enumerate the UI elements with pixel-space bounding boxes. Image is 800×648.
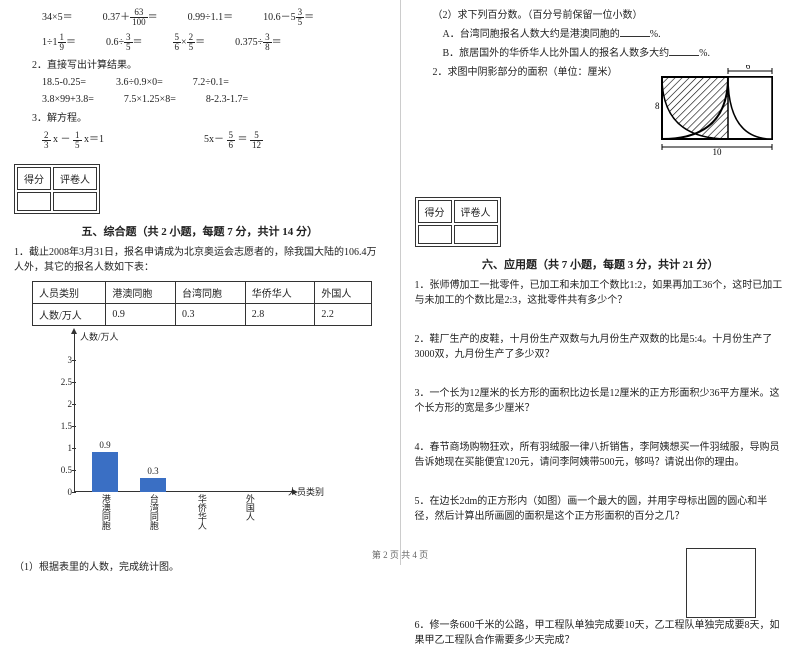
equation: 7.2÷0.1= (193, 77, 229, 88)
y-tick-label: 2.5 (46, 377, 72, 387)
grader-label: 评卷人 (454, 200, 498, 223)
grader-label: 评卷人 (53, 167, 97, 190)
x-axis-title: 人员类别 (288, 485, 324, 498)
app-question: 2．鞋厂生产的皮鞋，十月份生产双数与九月份生产双数的比是5:4。十月份生产了30… (415, 332, 787, 362)
y-tick-label: 2 (46, 399, 72, 409)
table-header: 外国人 (315, 281, 372, 303)
equation: 0.99÷1.1＝ (188, 8, 234, 27)
q2-title: 2．直接写出计算结果。 (14, 58, 386, 73)
y-tick-label: 1.5 (46, 421, 72, 431)
q3-title: 3．解方程。 (14, 111, 386, 126)
table-cell: 2.2 (315, 303, 372, 325)
bar-value-label: 0.3 (140, 466, 166, 476)
category-label: 台湾同胞 (148, 494, 158, 538)
equation: 0.375÷38＝ (235, 33, 282, 52)
row-label: 人数/万人 (33, 303, 106, 325)
score-box: 得分 评卷人 (14, 164, 100, 214)
page-footer: 第 2 页 共 4 页 (0, 548, 800, 561)
equation: 56×25＝ (173, 33, 206, 52)
app-question: 6．修一条600千米的公路，甲工程队单独完成要10天，乙工程队单独完成要8天，如… (415, 618, 787, 648)
equation: 1÷119＝ (42, 33, 76, 52)
y-arrow-icon (71, 328, 77, 334)
table-cell: 0.9 (106, 303, 176, 325)
score-label: 得分 (418, 200, 452, 223)
table-cell: 2.8 (245, 303, 315, 325)
q1-2b: B．旅居国外的华侨华人比外国人的报名人数多大约%. (415, 46, 787, 61)
y-axis-title: 人数/万人 (80, 330, 119, 343)
table-header: 人员类别 (33, 281, 106, 303)
q1-2: （2）求下列百分数。（百分号前保留一位小数） (415, 8, 787, 23)
bar-value-label: 0.9 (92, 440, 118, 450)
category-label: 外国人 (244, 494, 254, 538)
equation: 3.6÷0.9×0= (116, 77, 163, 88)
equation: 10.6－535＝ (263, 8, 314, 27)
right-column: （2）求下列百分数。（百分号前保留一位小数） A．台湾同胞报名人数大约是港澳同胞… (401, 0, 800, 565)
q1-2a: A．台湾同胞报名人数大约是港澳同胞的%. (415, 27, 787, 42)
chart-bar (140, 478, 166, 492)
equation: 3.8×99+3.8= (42, 94, 94, 105)
shaded-figure: 6 10 8 (652, 65, 782, 155)
score-box-right: 得分 评卷人 (415, 197, 501, 247)
equation: 7.5×1.25×8= (124, 94, 176, 105)
data-table: 人员类别港澳同胞台湾同胞华侨华人外国人 人数/万人0.90.32.82.2 (32, 281, 372, 326)
equation: 18.5-0.25= (42, 77, 86, 88)
y-axis (74, 332, 75, 492)
equation: 0.6÷35＝ (106, 33, 143, 52)
y-tick-label: 0.5 (46, 465, 72, 475)
section6-title: 六、应用题（共 7 小题，每题 3 分，共计 21 分） (415, 256, 787, 272)
bar-chart: 人数/万人 人员类别 00.511.522.53 0.9港澳同胞0.3台湾同胞华… (44, 332, 304, 512)
category-label: 港澳同胞 (100, 494, 110, 538)
fig-w6: 6 (746, 65, 751, 71)
table-header: 台湾同胞 (176, 281, 246, 303)
equation: 8-2.3-1.7= (206, 94, 248, 105)
q1-intro: 1．截止2008年3月31日，报名申请成为北京奥运会志愿者的，除我国大陆的106… (14, 245, 386, 275)
table-header: 华侨华人 (245, 281, 315, 303)
fig-h8: 8 (655, 101, 660, 111)
left-column: 34×5＝ 0.37＋63100＝ 0.99÷1.1＝ 10.6－535＝ 1÷119＝… (0, 0, 401, 565)
fig-w10: 10 (713, 147, 723, 155)
equation: 0.37＋63100＝ (103, 8, 158, 27)
y-tick-label: 3 (46, 355, 72, 365)
blank-field[interactable] (620, 27, 650, 37)
table-header: 港澳同胞 (106, 281, 176, 303)
app-question: 5．在边长2dm的正方形内（如图）画一个最大的圆，并用字母标出圆的圆心和半径，然… (415, 494, 787, 524)
y-tick-label: 1 (46, 443, 72, 453)
chart-bar (92, 452, 118, 492)
equation: 34×5＝ (42, 8, 73, 27)
score-label: 得分 (17, 167, 51, 190)
table-cell: 0.3 (176, 303, 246, 325)
blank-field[interactable] (669, 46, 699, 56)
y-tick-label: 0 (46, 487, 72, 497)
equation: 5x－ 56 ＝ 512 (204, 130, 263, 149)
q1-sub: （1）根据表里的人数，完成统计图。 (14, 560, 386, 575)
app-question: 1．张师傅加工一批零件，已加工和未加工个数比1:2，如果再加工36个，这时已加工… (415, 278, 787, 308)
category-label: 华侨华人 (196, 494, 206, 538)
equation: 23 x － 15 x＝1 (42, 130, 104, 149)
section5-title: 五、综合题（共 2 小题，每题 7 分，共计 14 分） (14, 223, 386, 239)
app-question: 4．春节商场购物狂欢，所有羽绒服一律八折销售，李阿姨想买一件羽绒服，导购员告诉她… (415, 440, 787, 470)
app-question: 3．一个长为12厘米的长方形的面积比边长是12厘米的正方形面积少36平方厘米。这… (415, 386, 787, 416)
